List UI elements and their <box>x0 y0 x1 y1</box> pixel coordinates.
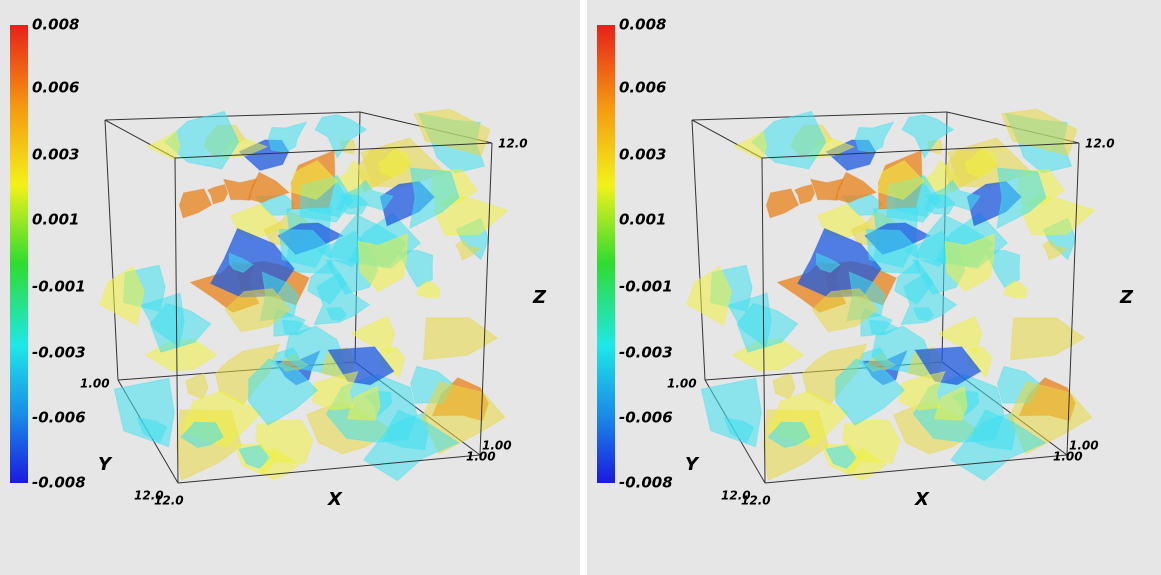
colorbar-label: -0.008 <box>32 474 86 492</box>
isosurface <box>1011 318 1085 360</box>
axis-title: X <box>327 489 343 510</box>
axis-title: Z <box>1119 287 1134 308</box>
colorbar-label: -0.003 <box>32 344 86 362</box>
colorbar <box>10 25 28 483</box>
colorbar-label: 0.003 <box>32 146 79 164</box>
isosurface <box>773 374 795 399</box>
box-label: 1.00 <box>80 377 110 391</box>
axis-title: X <box>914 489 930 510</box>
colorbar-label: 0.003 <box>619 146 666 164</box>
colorbar-label: 0.001 <box>619 211 666 229</box>
box-label: 1.00 <box>1053 450 1083 464</box>
viewer: 0.008 0.006 0.003 0.001 -0.001 -0.003 -0.006 -0… <box>0 0 1161 575</box>
isosurface <box>424 318 498 360</box>
colorbar-label: -0.006 <box>619 409 673 427</box>
box-edge <box>105 120 118 380</box>
isosurface <box>795 185 815 204</box>
colorbar-label: -0.008 <box>619 474 673 492</box>
isosurface <box>186 374 208 399</box>
colorbar-label: 0.006 <box>619 79 666 97</box>
isosurface <box>147 131 179 160</box>
box-label: 12.0 <box>498 137 528 151</box>
box-label: 1.00 <box>466 450 496 464</box>
box-label: 12.0 <box>154 494 184 508</box>
isosurface <box>114 378 174 447</box>
colorbar-label: 0.001 <box>32 211 79 229</box>
view-panel: 0.008 0.006 0.003 0.001 -0.001 -0.003 -0.006 -0… <box>587 0 1161 575</box>
colorbar-label: 0.006 <box>32 79 79 97</box>
box-label: 12.0 <box>741 494 771 508</box>
colorbar-label: -0.001 <box>619 278 673 296</box>
colorbar-label: -0.001 <box>32 278 86 296</box>
axis-title: Y <box>98 454 113 475</box>
axis-title: Z <box>532 287 547 308</box>
box-label: 12.0 <box>1085 137 1115 151</box>
colorbar-label: 0.008 <box>32 16 79 34</box>
isosurface <box>701 378 761 447</box>
isosurface <box>179 189 211 218</box>
colorbar <box>597 25 615 483</box>
box-edge <box>692 120 705 380</box>
colorbar-label: -0.006 <box>32 409 86 427</box>
isosurface <box>766 189 798 218</box>
box-label: 1.00 <box>667 377 697 391</box>
isosurface <box>268 122 306 152</box>
view-panel: 0.008 0.006 0.003 0.001 -0.001 -0.003 -0.006 -0… <box>0 0 580 575</box>
isosurface <box>208 185 228 204</box>
colorbar-label: 0.008 <box>619 16 666 34</box>
isosurface <box>734 131 766 160</box>
isosurface <box>855 122 893 152</box>
axis-title: Y <box>685 454 700 475</box>
colorbar-label: -0.003 <box>619 344 673 362</box>
